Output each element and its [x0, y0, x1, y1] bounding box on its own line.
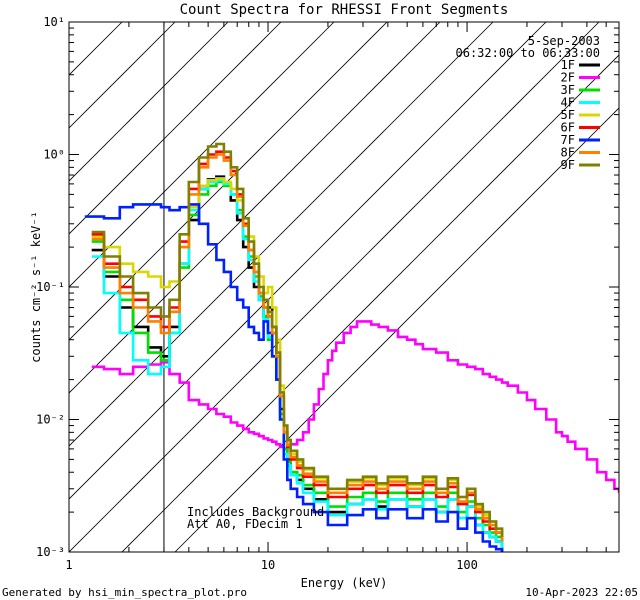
date-label: 5-Sep-2003 [528, 34, 600, 48]
chart-title: Count Spectra for RHESSI Front Segments [180, 2, 509, 18]
y-tick-label: 10⁻³ [36, 545, 65, 559]
legend-label-7F: 7F [561, 133, 575, 147]
x-tick-label: 1 [65, 558, 72, 572]
hatch-line [69, 22, 441, 394]
hatch-line [69, 22, 494, 447]
hatch-line [69, 22, 176, 129]
legend-label-9F: 9F [561, 158, 575, 172]
annotation-background: Includes Background [187, 505, 324, 519]
time-range-label: 06:32:00 to 06:33:00 [456, 46, 601, 60]
y-tick-label: 10⁻¹ [36, 280, 65, 294]
footer-generated-by: Generated by hsi_min_spectra_plot.pro [2, 586, 247, 599]
x-tick-label: 100 [456, 558, 478, 572]
legend-label-3F: 3F [561, 83, 575, 97]
hatch-line [69, 22, 600, 552]
series-line-2F [91, 320, 619, 493]
hatch-line [69, 22, 282, 235]
legend-label-1F: 1F [561, 58, 575, 72]
hatch-line [174, 107, 619, 552]
series-layer [84, 142, 619, 552]
hatch-line [69, 22, 335, 288]
legend-label-5F: 5F [561, 108, 575, 122]
hatch-line [121, 54, 619, 552]
y-tick-label: 10¹ [43, 15, 65, 29]
legend-label-8F: 8F [561, 146, 575, 160]
x-tick-label: 10 [261, 558, 275, 572]
series-line-9F [91, 142, 504, 537]
axis-ticks [68, 21, 619, 553]
annotation-attenuator: Att A0, FDecim 1 [187, 517, 303, 531]
x-axis-label: Energy (keV) [301, 576, 388, 590]
hatch-line [69, 22, 547, 500]
legend-label-6F: 6F [561, 121, 575, 135]
legend-label-4F: 4F [561, 96, 575, 110]
y-tick-label: 10⁻² [36, 413, 65, 427]
footer-timestamp: 10-Apr-2023 22:05 [525, 586, 638, 599]
y-tick-label: 10⁰ [43, 148, 65, 162]
y-axis-label: counts cm⁻² s⁻¹ keV⁻¹ [29, 211, 43, 363]
axis-tick-labels: 1 10 100 10¹ 10⁰ 10⁻¹ 10⁻² 10⁻³ [36, 15, 478, 572]
hatch-line [69, 22, 229, 182]
legend-label-2F: 2F [561, 71, 575, 85]
